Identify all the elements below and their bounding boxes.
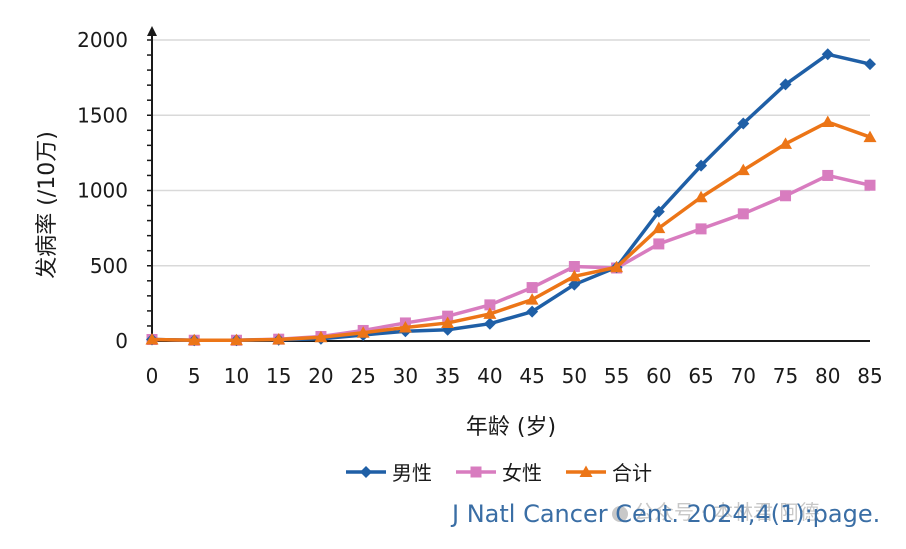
data-point-marker xyxy=(568,261,580,273)
watermark-text: 公众号 · 本林君 阿德 xyxy=(634,500,820,524)
data-point-marker xyxy=(441,316,455,328)
data-point-marker xyxy=(442,310,454,322)
data-point-marker xyxy=(779,137,793,149)
data-point-marker xyxy=(579,465,593,477)
data-point-marker xyxy=(229,333,243,346)
data-point-marker xyxy=(736,163,750,176)
data-point-marker xyxy=(821,115,835,128)
data-point-marker xyxy=(737,117,750,130)
series-diamond xyxy=(146,48,876,347)
y-axis-arrow xyxy=(147,26,157,36)
y-tick-label: 2000 xyxy=(77,28,128,52)
x-tick-label: 35 xyxy=(435,364,460,388)
data-point-marker xyxy=(526,282,538,294)
legend-item: 合计 xyxy=(566,461,652,485)
citation: J Natl Cancer Cent. 2024,4(1):page. xyxy=(452,500,881,528)
legend-item: 男性 xyxy=(346,461,432,485)
x-tick-label: 85 xyxy=(857,364,882,388)
wechat-icon xyxy=(612,505,628,522)
data-point-marker xyxy=(272,332,286,345)
data-point-marker xyxy=(483,307,497,319)
x-tick-label: 0 xyxy=(146,364,159,388)
x-tick-label: 70 xyxy=(731,364,756,388)
data-point-marker xyxy=(610,260,624,273)
y-tick-label: 1500 xyxy=(77,103,128,127)
data-point-marker xyxy=(356,326,370,338)
x-tick-label: 55 xyxy=(604,364,629,388)
data-point-marker xyxy=(864,58,876,71)
data-point-marker xyxy=(525,293,539,305)
data-point-marker xyxy=(360,466,372,478)
x-axis-title: 年龄 (岁) xyxy=(466,415,556,440)
data-point-marker xyxy=(780,190,792,202)
data-point-marker xyxy=(314,330,328,343)
data-point-marker xyxy=(695,223,707,235)
legend: 男性 女性 合计 xyxy=(346,461,652,485)
data-point-marker xyxy=(567,269,581,282)
axes xyxy=(147,26,870,342)
series-line xyxy=(151,173,871,342)
legend-label: 女性 xyxy=(502,461,542,485)
data-point-marker xyxy=(863,130,877,143)
x-tick-label: 10 xyxy=(224,364,249,388)
x-tick-label: 40 xyxy=(477,364,502,388)
y-tick-labels: 0 500 1000 1500 2000 xyxy=(77,28,128,353)
x-tick-label: 65 xyxy=(688,364,713,388)
legend-label: 合计 xyxy=(612,461,652,485)
data-point-marker xyxy=(694,190,708,203)
data-point-marker xyxy=(653,238,665,250)
data-point-marker xyxy=(398,320,412,333)
data-point-marker xyxy=(779,78,792,91)
data-point-marker xyxy=(695,159,708,172)
data-point-marker xyxy=(822,169,834,181)
x-tick-label: 50 xyxy=(562,364,587,388)
y-axis-title: 发病率 (/10万) xyxy=(35,131,60,279)
data-point-marker xyxy=(187,333,201,346)
x-tick-label: 75 xyxy=(773,364,798,388)
data-point-marker xyxy=(145,332,159,345)
x-tick-label: 30 xyxy=(393,364,418,388)
x-tick-label: 45 xyxy=(519,364,544,388)
x-tick-label: 15 xyxy=(266,364,291,388)
data-point-marker xyxy=(652,205,665,218)
legend-item: 女性 xyxy=(456,461,542,485)
x-tick-label: 60 xyxy=(646,364,671,388)
x-tick-label: 80 xyxy=(815,364,840,388)
data-point-marker xyxy=(821,48,834,61)
data-point-marker xyxy=(737,208,749,220)
series-triangle xyxy=(145,115,877,346)
y-tick-label: 0 xyxy=(115,329,128,353)
x-tick-labels: 0 5 10 15 20 25 30 35 40 45 50 55 60 65 70 75 80 85 xyxy=(146,364,883,388)
series-layer xyxy=(145,48,877,347)
legend-label: 男性 xyxy=(392,461,432,485)
x-tick-label: 20 xyxy=(308,364,333,388)
data-point-marker xyxy=(470,466,482,478)
series-line xyxy=(151,120,871,342)
data-point-marker xyxy=(652,221,666,234)
x-tick-label: 25 xyxy=(350,364,375,388)
data-point-marker xyxy=(526,305,539,318)
y-tick-label: 1000 xyxy=(77,179,128,203)
data-point-marker xyxy=(568,278,581,291)
watermark: 公众号 · 本林君 阿德 xyxy=(612,496,819,525)
data-point-marker xyxy=(483,317,496,330)
data-point-marker xyxy=(484,299,496,311)
x-tick-label: 5 xyxy=(188,364,201,388)
grid-lines xyxy=(152,39,870,267)
data-point-marker xyxy=(864,179,876,191)
y-tick-label: 500 xyxy=(90,254,128,278)
